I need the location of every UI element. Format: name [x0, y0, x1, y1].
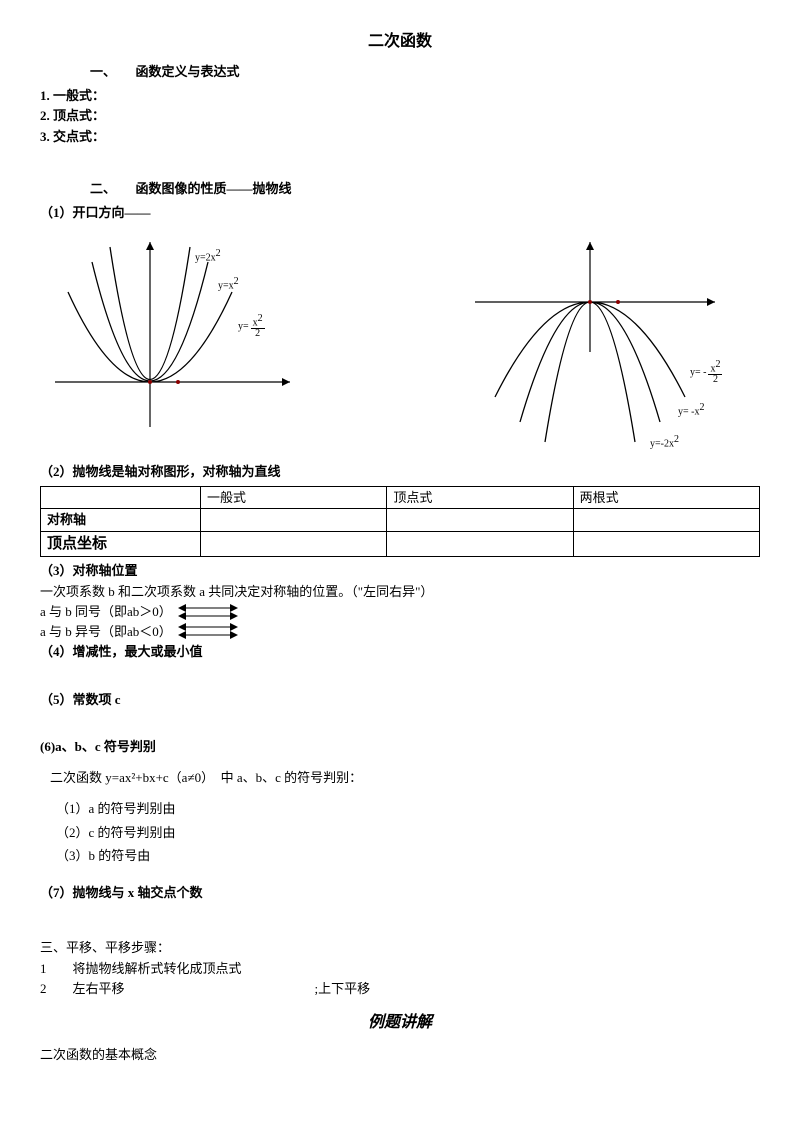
s3-item-1: 1 将抛物线解析式转化成顶点式	[40, 959, 760, 979]
symmetry-table: 一般式 顶点式 两根式 对称轴 顶点坐标	[40, 486, 760, 558]
label-y-2x2: y=2x2	[195, 246, 221, 265]
section-2-heading: 二、 函数图像的性质——抛物线	[90, 179, 760, 199]
section-1-heading: 一、 函数定义与表达式	[90, 62, 760, 82]
table-row-axis: 对称轴	[41, 509, 760, 532]
page-title: 二次函数	[40, 30, 760, 54]
section-3-heading: 三、平移、平移步骤：	[40, 938, 760, 958]
p3-line2: a 与 b 同号（即ab＞0）	[40, 602, 760, 622]
table-head-0	[41, 486, 201, 509]
label-y-neg-x2-over-2: y= - x22	[690, 360, 722, 385]
p5-constant: （5）常数项 c	[40, 690, 760, 710]
p4-monotone: （4）增减性，最大或最小值	[40, 642, 760, 662]
footer-concept: 二次函数的基本概念	[40, 1045, 760, 1065]
label-y-neg-2x2: y=-2x2	[650, 432, 679, 451]
s3-item-2: 2 左右平移;上下平移	[40, 979, 760, 999]
p3-line1: 一次项系数 b 和二次项系数 a 共同决定对称轴的位置。（"左同右异"）	[40, 582, 760, 602]
p6-sub-a: （1）a 的符号判别由	[56, 799, 760, 819]
example-heading: 例题讲解	[40, 1011, 760, 1035]
label-y-x2-over-2: y= x22	[238, 314, 265, 339]
p2-symmetry: （2）抛物线是轴对称图形，对称轴为直线	[40, 462, 760, 482]
graph-upward: y=2x2 y=x2 y= x22	[40, 232, 300, 432]
graph-downward-svg	[460, 232, 760, 452]
p1-opening: （1）开口方向——	[40, 203, 760, 223]
label-y-neg-x2: y= -x2	[678, 400, 704, 419]
table-head-3: 两根式	[573, 486, 759, 509]
table-head-1: 一般式	[201, 486, 387, 509]
table-head-2: 顶点式	[387, 486, 573, 509]
p6-sub-c: （2）c 的符号判别由	[56, 823, 760, 843]
p6-sub-b: （3）b 的符号由	[56, 846, 760, 866]
p6-sign: (6)a、b、c 符号判别	[40, 737, 760, 757]
p6-line: 二次函数 y=ax²+bx+c（a≠0） 中 a、b、c 的符号判别：	[50, 768, 760, 788]
item-vertex: 2. 顶点式：	[40, 106, 760, 126]
table-row-vertex: 顶点坐标	[41, 531, 760, 557]
double-arrow-icon	[178, 603, 238, 621]
label-y-x2: y=x2	[218, 274, 239, 293]
p3-line3: a 与 b 异号（即ab＜0）	[40, 622, 760, 642]
item-general: 1. 一般式：	[40, 86, 760, 106]
item-intersection: 3. 交点式：	[40, 127, 760, 147]
graph-downward: y= - x22 y= -x2 y=-2x2	[460, 232, 760, 452]
double-arrow-icon	[178, 622, 238, 640]
graphs-container: y=2x2 y=x2 y= x22 y= - x22 y= -x2	[40, 232, 760, 452]
p3-axis-pos: （3）对称轴位置	[40, 561, 760, 581]
table-header-row: 一般式 顶点式 两根式	[41, 486, 760, 509]
p7-intersection: （7）抛物线与 x 轴交点个数	[40, 883, 760, 903]
